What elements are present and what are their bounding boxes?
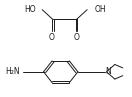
Text: HO: HO — [25, 5, 36, 14]
Text: N: N — [105, 67, 111, 76]
Text: H₂N: H₂N — [5, 67, 20, 76]
Text: OH: OH — [95, 5, 107, 14]
Text: O: O — [74, 33, 79, 42]
Text: O: O — [49, 33, 54, 42]
